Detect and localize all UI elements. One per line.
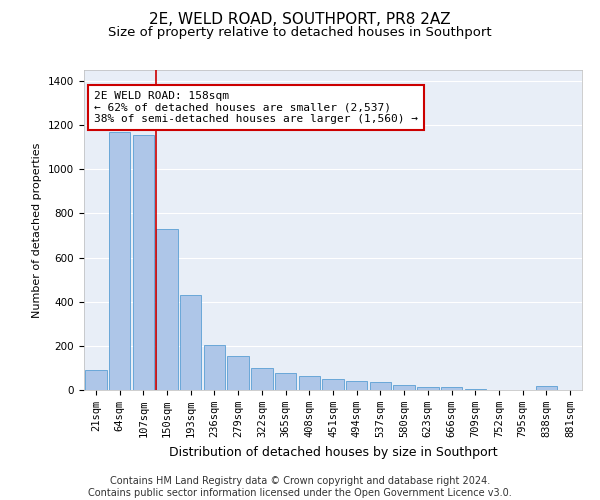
Bar: [133, 135, 154, 390]
Bar: [322, 379, 344, 390]
Bar: [109, 132, 130, 390]
Bar: [85, 370, 107, 390]
Bar: [227, 356, 249, 390]
Bar: [346, 381, 367, 390]
Bar: [251, 368, 272, 390]
Bar: [417, 386, 439, 390]
Bar: [275, 374, 296, 390]
Bar: [464, 389, 486, 390]
X-axis label: Distribution of detached houses by size in Southport: Distribution of detached houses by size …: [169, 446, 497, 458]
Text: Contains HM Land Registry data © Crown copyright and database right 2024.
Contai: Contains HM Land Registry data © Crown c…: [88, 476, 512, 498]
Text: 2E, WELD ROAD, SOUTHPORT, PR8 2AZ: 2E, WELD ROAD, SOUTHPORT, PR8 2AZ: [149, 12, 451, 28]
Bar: [204, 345, 225, 390]
Y-axis label: Number of detached properties: Number of detached properties: [32, 142, 43, 318]
Bar: [180, 295, 202, 390]
Bar: [370, 382, 391, 390]
Bar: [536, 386, 557, 390]
Bar: [394, 385, 415, 390]
Bar: [157, 229, 178, 390]
Bar: [299, 376, 320, 390]
Bar: [441, 386, 462, 390]
Text: Size of property relative to detached houses in Southport: Size of property relative to detached ho…: [108, 26, 492, 39]
Text: 2E WELD ROAD: 158sqm
← 62% of detached houses are smaller (2,537)
38% of semi-de: 2E WELD ROAD: 158sqm ← 62% of detached h…: [94, 91, 418, 124]
